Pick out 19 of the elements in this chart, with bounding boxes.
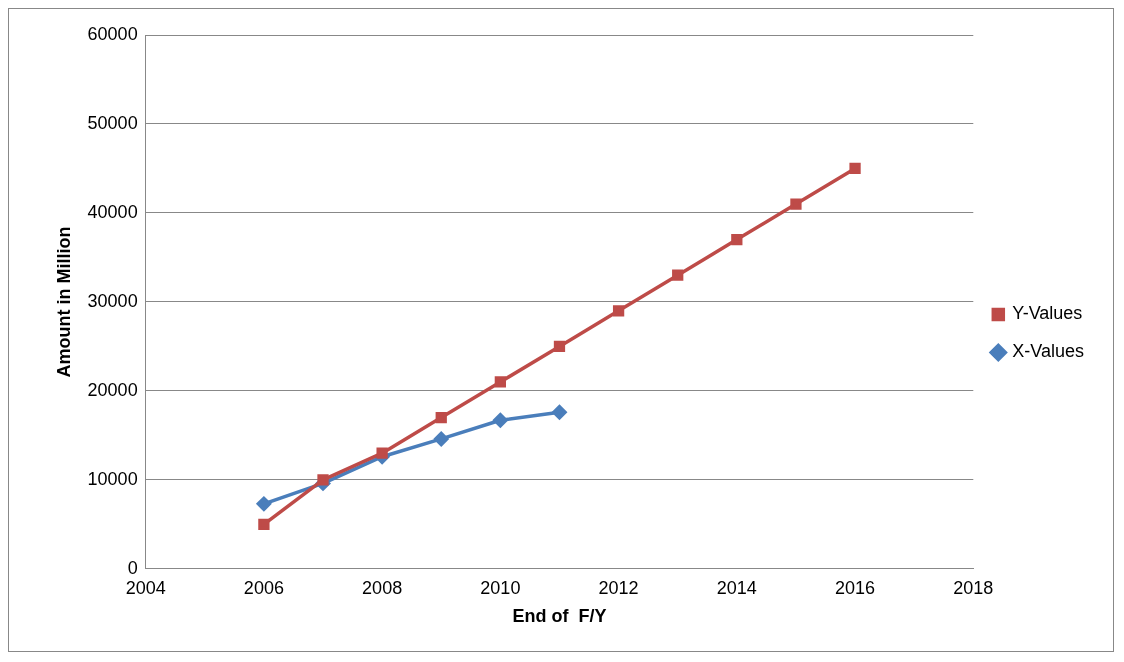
x-tick-label: 2012	[598, 577, 639, 598]
y-axis-title: Amount in Million	[53, 226, 74, 378]
x-tick-label: 2006	[243, 577, 284, 598]
y-tick-label: 50000	[87, 112, 138, 133]
x-tick-label: 2018	[953, 577, 994, 598]
x-tick-label: 2016	[835, 577, 876, 598]
legend-label: X-Values	[1012, 341, 1084, 362]
legend-label: Y-Values	[1012, 303, 1083, 324]
x-tick-label: 2008	[362, 577, 403, 598]
x-tick-label: 2014	[716, 577, 757, 598]
y-tick-label: 40000	[87, 201, 138, 222]
y-tick-label: 20000	[87, 379, 138, 400]
x-axis-title: End of F/Y	[512, 606, 607, 627]
y-tick-label: 60000	[87, 23, 138, 44]
y-tick-label: 0	[127, 557, 138, 578]
x-tick-label: 2004	[125, 577, 166, 598]
x-tick-label: 2010	[480, 577, 521, 598]
y-tick-label: 30000	[87, 290, 138, 311]
y-tick-label: 10000	[87, 468, 138, 489]
